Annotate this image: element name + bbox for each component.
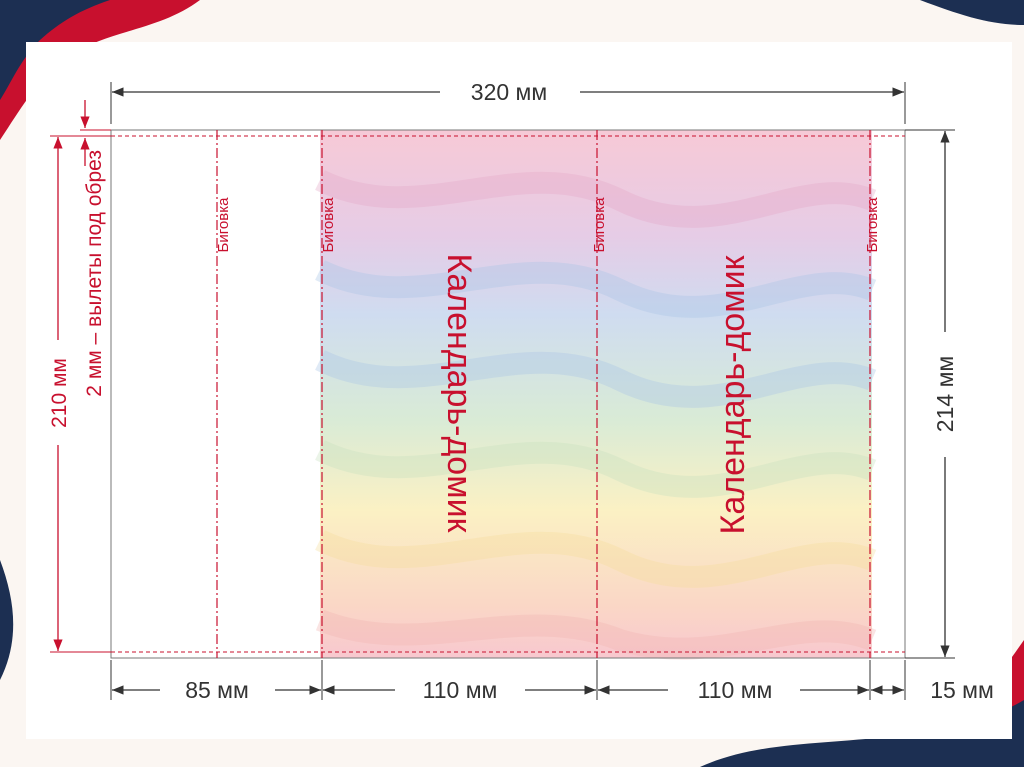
fold-label-2: Биговка <box>320 197 337 253</box>
fold-label-3: Биговка <box>591 197 608 253</box>
printed-panel-area <box>320 130 872 658</box>
bleed-indicator: 2 мм – вылеты под обрез <box>80 100 111 397</box>
bottom-dimension-extensions <box>110 660 906 700</box>
dimension-trim-height: 210 мм <box>48 135 111 653</box>
dimension-segment-1: 85 мм <box>112 677 321 703</box>
dimension-total-width: 320 мм <box>110 79 906 124</box>
fold-label-1: Биговка <box>215 197 232 253</box>
dimension-trim-height-label: 210 мм <box>48 358 71 428</box>
sheet-outline <box>110 129 906 659</box>
dimension-segment-2: 110 мм <box>323 677 596 703</box>
dimension-segment-3-label: 110 мм <box>698 677 773 703</box>
top-right-navy-wave <box>920 0 1024 25</box>
bleed-note-label: 2 мм – вылеты под обрез <box>83 150 106 397</box>
top-left-red-wave <box>0 0 200 140</box>
dimension-segment-1-label: 85 мм <box>185 677 249 703</box>
panel-title-right: Календарь-домик <box>714 254 752 534</box>
dimension-segment-3: 110 мм <box>598 677 869 703</box>
dimension-total-width-label: 320 мм <box>471 79 547 105</box>
bottom-left-navy-wave <box>0 560 14 680</box>
dimension-segment-4: 15 мм <box>871 677 994 703</box>
panel-waves <box>315 170 877 660</box>
dimension-segment-2-label: 110 мм <box>423 677 498 703</box>
dimension-total-height: 214 мм <box>905 129 958 659</box>
top-left-navy-wave <box>0 0 110 100</box>
dimension-segment-4-label: 15 мм <box>930 677 994 703</box>
fold-label-4: Биговка <box>864 197 881 253</box>
dimension-total-height-label: 214 мм <box>932 356 958 432</box>
panel-title-left: Календарь-домик <box>440 254 478 534</box>
bottom-right-navy-wave <box>700 700 1024 767</box>
